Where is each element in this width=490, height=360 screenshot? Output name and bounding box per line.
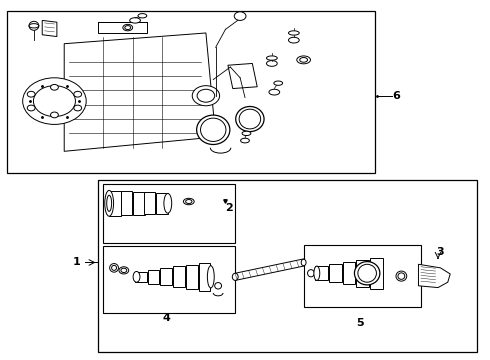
Bar [98, 180, 477, 352]
Circle shape [197, 89, 215, 102]
Ellipse shape [241, 138, 249, 143]
Ellipse shape [398, 273, 405, 279]
Ellipse shape [207, 266, 214, 288]
Polygon shape [418, 264, 450, 288]
Circle shape [50, 85, 58, 90]
Ellipse shape [186, 199, 192, 203]
Circle shape [23, 78, 86, 125]
Bar [173, 266, 185, 287]
Ellipse shape [121, 268, 127, 273]
Circle shape [192, 86, 220, 106]
Ellipse shape [396, 271, 407, 281]
Text: 2: 2 [225, 203, 233, 213]
Bar [316, 266, 328, 280]
Ellipse shape [130, 18, 141, 23]
Polygon shape [228, 63, 257, 89]
Ellipse shape [267, 56, 277, 60]
Ellipse shape [164, 193, 171, 213]
Bar [6, 12, 375, 173]
Bar [133, 192, 145, 215]
Ellipse shape [236, 107, 264, 132]
Polygon shape [42, 21, 57, 37]
Ellipse shape [297, 56, 311, 64]
Ellipse shape [308, 270, 315, 277]
Polygon shape [98, 22, 147, 33]
Text: 6: 6 [392, 91, 400, 101]
Ellipse shape [289, 37, 299, 43]
Circle shape [27, 91, 35, 97]
Bar [329, 264, 342, 282]
Bar [186, 265, 197, 289]
Ellipse shape [29, 24, 39, 28]
Circle shape [27, 105, 35, 111]
Circle shape [74, 91, 82, 97]
Ellipse shape [107, 195, 112, 211]
Ellipse shape [301, 259, 306, 266]
Ellipse shape [196, 115, 230, 144]
Bar [370, 258, 383, 289]
Polygon shape [64, 33, 216, 151]
Ellipse shape [232, 273, 238, 280]
Ellipse shape [354, 262, 380, 285]
Ellipse shape [125, 26, 131, 30]
Ellipse shape [112, 265, 117, 270]
Ellipse shape [274, 81, 283, 85]
Ellipse shape [289, 31, 299, 35]
Text: 3: 3 [437, 247, 444, 257]
Ellipse shape [123, 24, 133, 31]
Ellipse shape [133, 271, 140, 282]
Text: 4: 4 [163, 313, 171, 323]
Circle shape [234, 12, 246, 21]
Ellipse shape [183, 198, 194, 205]
Ellipse shape [215, 283, 221, 289]
Bar [160, 268, 172, 285]
Text: 5: 5 [356, 319, 364, 328]
Bar [343, 262, 355, 284]
Ellipse shape [300, 58, 308, 62]
Bar [356, 260, 369, 287]
Bar [148, 270, 159, 284]
Bar [145, 192, 155, 214]
Circle shape [50, 112, 58, 118]
Bar [156, 193, 168, 214]
Bar [103, 246, 235, 313]
Ellipse shape [269, 89, 280, 95]
Ellipse shape [110, 264, 119, 272]
Bar [103, 184, 235, 243]
Ellipse shape [242, 131, 251, 135]
Bar [304, 244, 421, 307]
Bar [135, 272, 147, 282]
Ellipse shape [358, 264, 376, 282]
Bar [121, 191, 132, 215]
Ellipse shape [239, 109, 261, 129]
Circle shape [33, 86, 75, 117]
Ellipse shape [200, 118, 226, 141]
Ellipse shape [105, 190, 114, 216]
Text: 1: 1 [73, 257, 80, 267]
Ellipse shape [314, 266, 320, 280]
Ellipse shape [119, 267, 129, 274]
Ellipse shape [267, 60, 277, 66]
Circle shape [74, 105, 82, 111]
Ellipse shape [29, 21, 39, 30]
Polygon shape [235, 259, 304, 280]
Ellipse shape [138, 14, 147, 18]
Bar [109, 191, 122, 216]
Bar [198, 263, 210, 291]
